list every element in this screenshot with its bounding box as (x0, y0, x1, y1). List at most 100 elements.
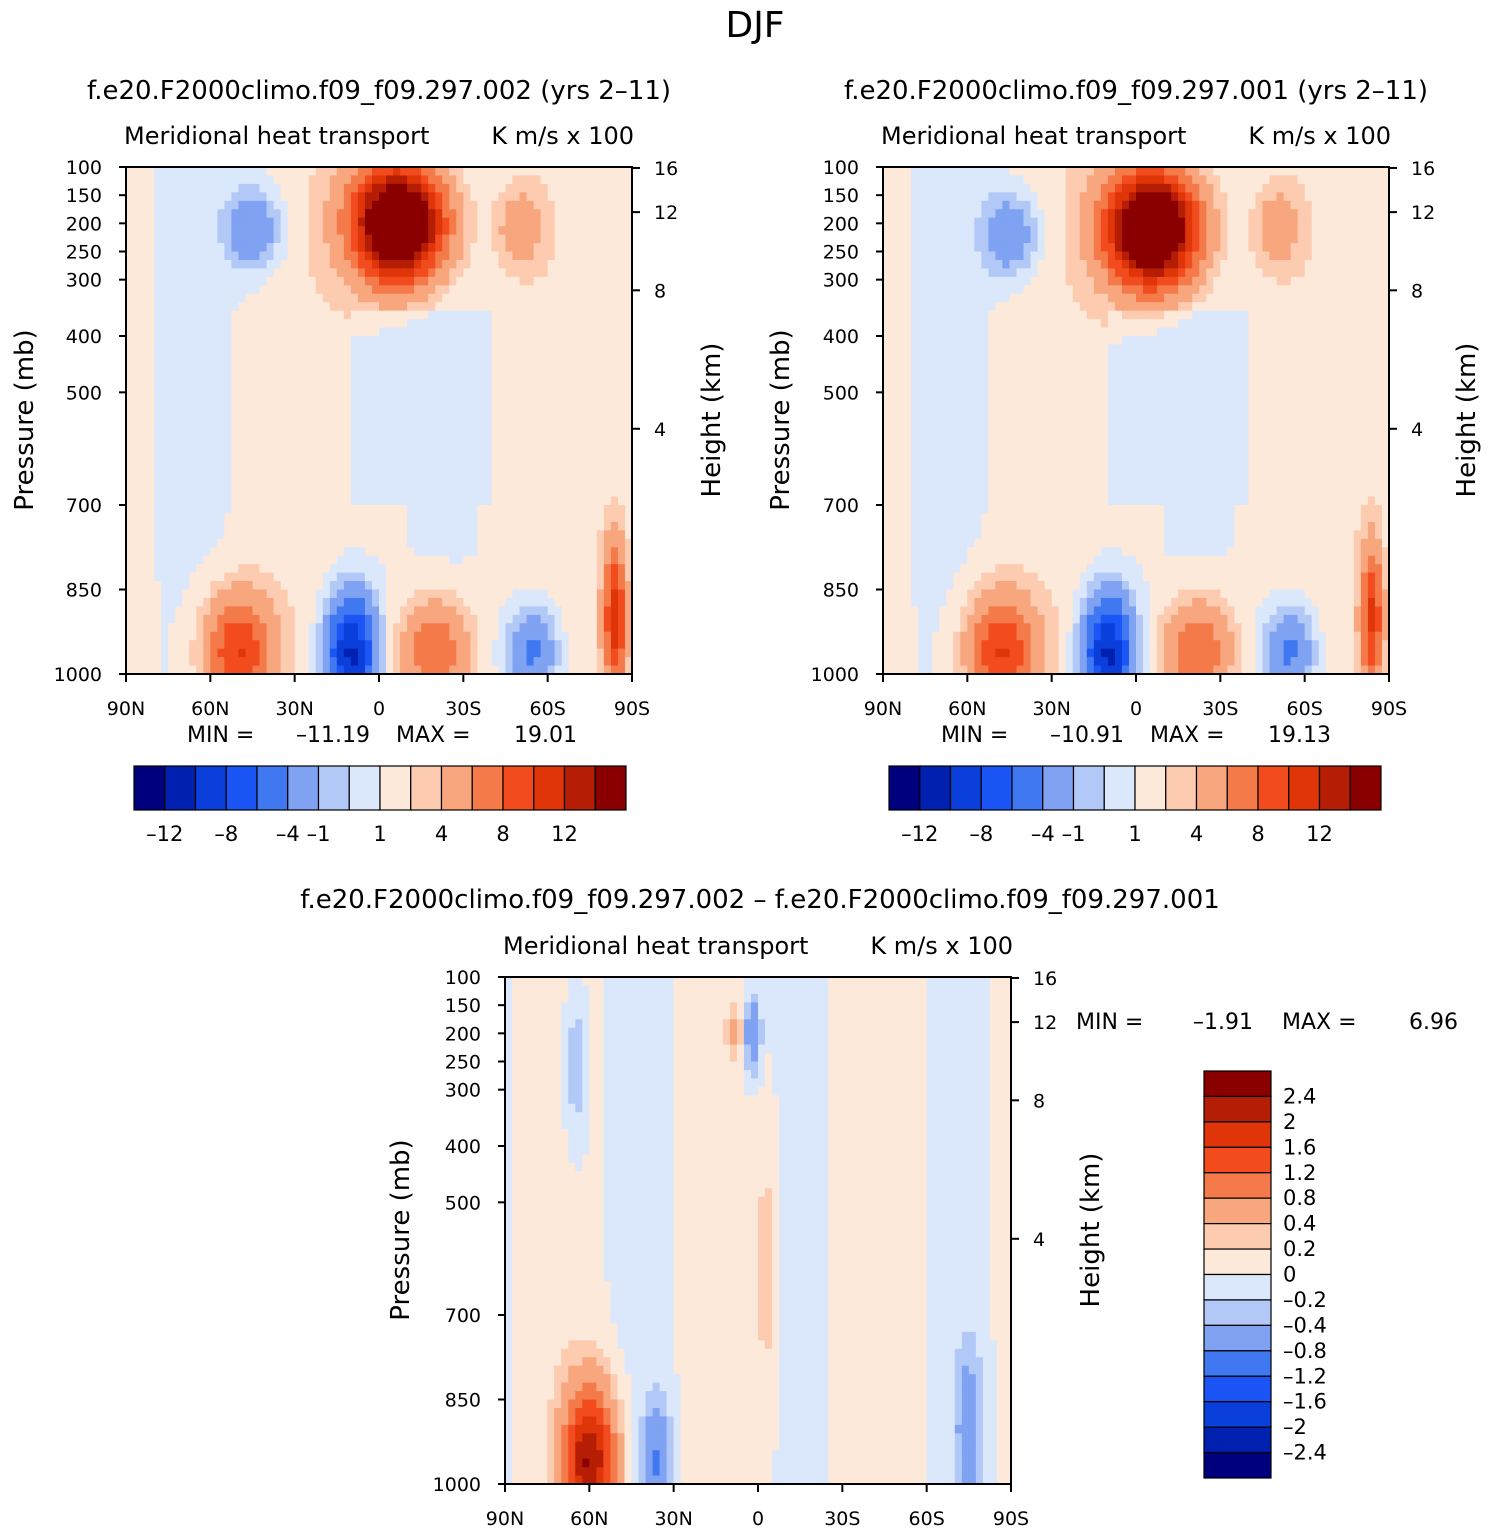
field-cell (217, 471, 225, 481)
field-cell (217, 200, 225, 210)
field-cell (189, 505, 197, 515)
field-cell (414, 352, 422, 362)
field-cell (491, 386, 500, 396)
field-cell (456, 234, 464, 244)
field-cell (477, 234, 486, 244)
field-cell (252, 572, 261, 582)
field-cell (217, 217, 225, 227)
field-cell (421, 547, 429, 557)
field-cell (575, 445, 584, 455)
field-cell (491, 378, 500, 388)
field-cell (477, 386, 486, 396)
field-cell (526, 403, 535, 413)
field-cell (231, 352, 240, 362)
field-cell (203, 420, 211, 430)
field-cell (610, 437, 619, 447)
field-cell (210, 564, 218, 574)
field-cell (294, 623, 303, 633)
field-cell (175, 336, 183, 346)
field-cell (238, 454, 247, 464)
field-cell (350, 361, 359, 371)
field-cell (547, 268, 556, 278)
field-cell (386, 209, 394, 219)
field-cell (904, 597, 912, 607)
field-cell (140, 243, 148, 253)
field-cell (477, 428, 486, 438)
field-cell (946, 513, 954, 523)
field-cell (224, 310, 233, 320)
field-cell (925, 589, 933, 599)
field-cell (890, 285, 898, 295)
field-cell (449, 640, 457, 650)
field-cell (554, 572, 563, 582)
field-cell (456, 505, 464, 515)
field-cell (603, 386, 612, 396)
field-cell (491, 581, 500, 591)
field-cell (568, 454, 577, 464)
field-cell (463, 369, 471, 379)
field-cell (140, 640, 148, 650)
field-cell (918, 183, 926, 193)
field-cell (491, 505, 500, 515)
field-cell (196, 319, 204, 329)
field-cell (161, 648, 169, 658)
field-cell (210, 640, 218, 650)
field-cell (329, 606, 338, 616)
field-cell (890, 597, 898, 607)
field-cell (512, 268, 521, 278)
field-cell (428, 606, 436, 616)
field-cell (266, 243, 275, 253)
field-cell (498, 319, 507, 329)
field-cell (603, 581, 612, 591)
field-cell (329, 555, 338, 565)
field-cell (428, 648, 436, 658)
field-cell (133, 175, 141, 185)
field-cell (890, 657, 898, 667)
field-cell (301, 226, 310, 236)
field-cell (491, 657, 500, 667)
field-cell (266, 369, 275, 379)
field-cell (182, 513, 190, 523)
field-cell (932, 631, 940, 641)
field-cell (442, 547, 450, 557)
field-cell (147, 183, 155, 193)
field-cell (343, 513, 352, 523)
field-cell (526, 268, 535, 278)
field-cell (505, 386, 514, 396)
field-cell (259, 293, 268, 303)
field-cell (610, 471, 619, 481)
field-cell (245, 640, 254, 650)
field-cell (203, 412, 211, 422)
field-cell (140, 395, 148, 405)
field-cell (322, 437, 331, 447)
field-cell (386, 420, 394, 430)
field-cell (294, 581, 303, 591)
field-cell (414, 657, 422, 667)
field-cell (610, 665, 619, 675)
field-cell (484, 589, 493, 599)
field-cell (463, 614, 471, 624)
field-cell (336, 310, 345, 320)
field-cell (561, 167, 570, 177)
field-cell (512, 327, 521, 337)
field-cell (224, 572, 233, 582)
field-cell (589, 378, 598, 388)
field-cell (189, 640, 197, 650)
field-cell (301, 395, 310, 405)
field-cell (918, 344, 926, 354)
field-cell (470, 657, 478, 667)
field-cell (386, 386, 394, 396)
field-cell (210, 445, 218, 455)
field-cell (449, 513, 457, 523)
field-cell (547, 243, 556, 253)
field-cell (918, 268, 926, 278)
field-cell (512, 336, 521, 346)
field-cell (904, 462, 912, 472)
field-cell (400, 521, 408, 531)
field-cell (449, 538, 457, 548)
field-cell (182, 530, 190, 540)
field-cell (266, 555, 275, 565)
field-cell (294, 648, 303, 658)
field-cell (294, 268, 303, 278)
field-cell (561, 454, 570, 464)
